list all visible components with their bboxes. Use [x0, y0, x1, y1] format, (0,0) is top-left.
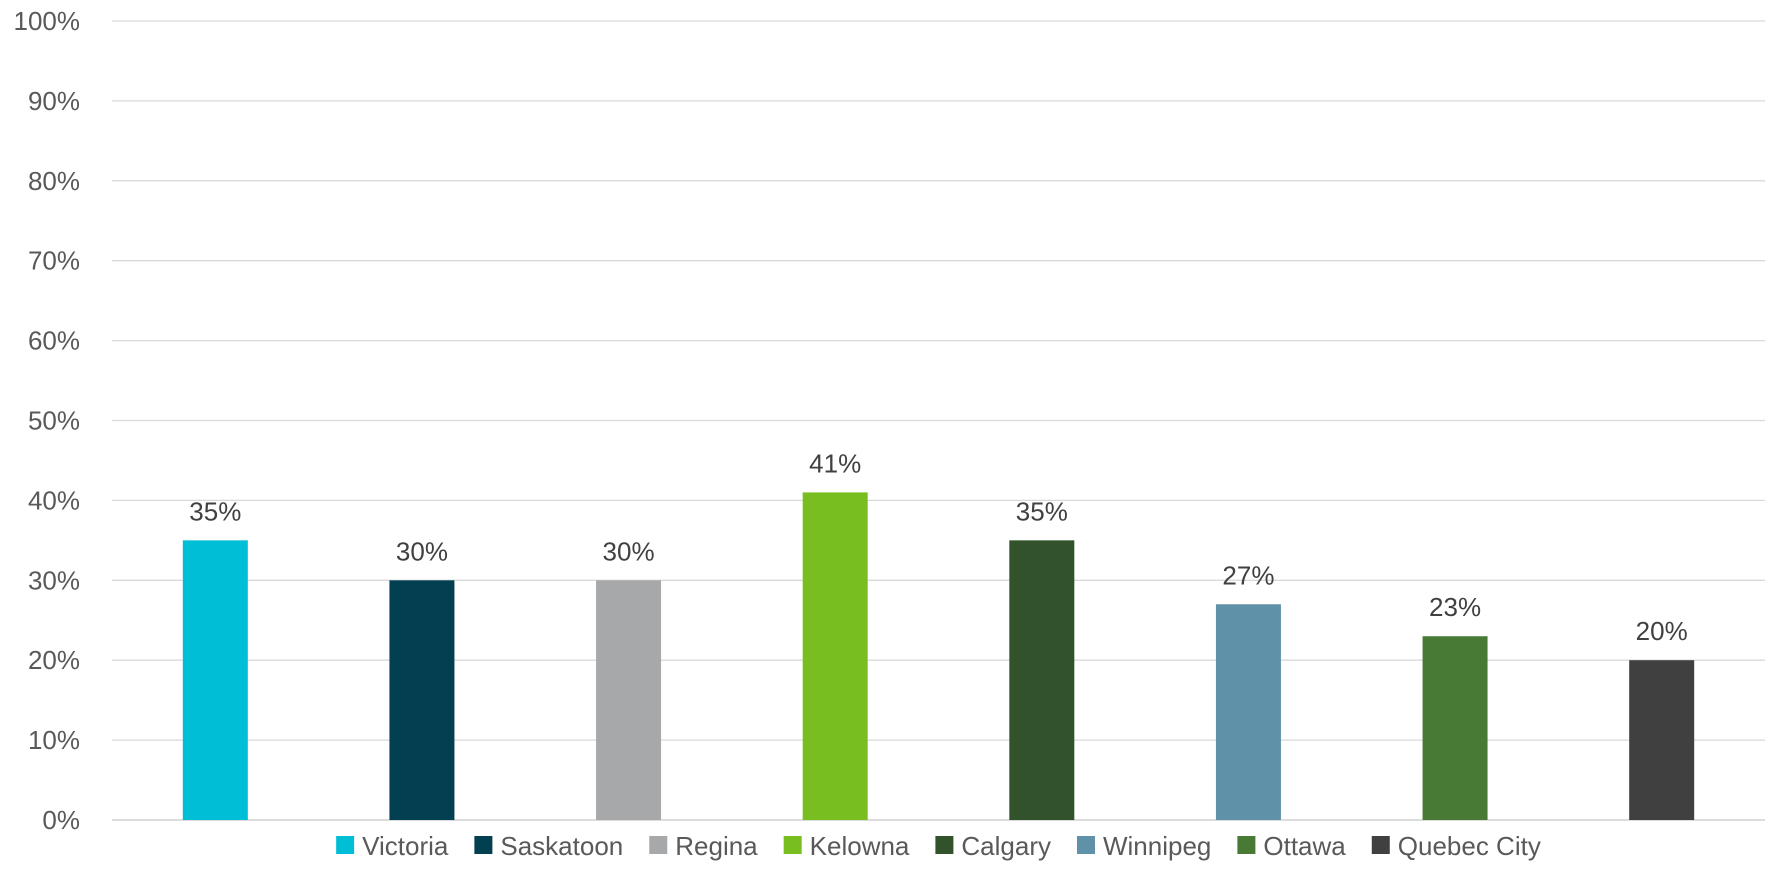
legend-item: Winnipeg [1076, 831, 1211, 861]
y-tick-label: 10% [28, 725, 80, 755]
bar-regina [596, 580, 662, 820]
legend-swatch [474, 836, 493, 854]
data-label: 35% [189, 496, 241, 526]
legend-label: Saskatoon [500, 831, 623, 861]
legend-swatch [1237, 836, 1256, 854]
y-tick-label: 40% [28, 485, 80, 515]
data-label: 30% [396, 536, 448, 566]
legend-swatch [336, 836, 355, 854]
data-label: 23% [1429, 592, 1481, 622]
gridlines [112, 20, 1765, 821]
legend-swatch [649, 836, 668, 854]
data-label: 35% [1016, 496, 1068, 526]
y-tick-label: 50% [28, 406, 80, 436]
bar-winnipeg [1215, 604, 1281, 820]
data-label: 41% [809, 448, 861, 478]
legend-label: Calgary [961, 831, 1051, 861]
bars [182, 492, 1695, 820]
data-label: 27% [1222, 560, 1274, 590]
legend-item: Victoria [336, 831, 449, 861]
legend-label: Victoria [362, 831, 449, 861]
bar-ottawa [1422, 636, 1488, 820]
bar-quebec-city [1629, 660, 1695, 820]
legend-swatch [1076, 836, 1095, 854]
data-label: 20% [1636, 616, 1688, 646]
legend-item: Quebec City [1371, 831, 1541, 861]
y-tick-label: 80% [28, 166, 80, 196]
legend: Victoria Saskatoon Regina Kelowna Calgary Win… [336, 831, 1541, 861]
legend-item: Saskatoon [474, 831, 623, 861]
data-labels: 35% 30% 30% 41% 35% 27% 23% 20% [189, 448, 1687, 646]
data-label: 30% [603, 536, 655, 566]
y-tick-label: 70% [28, 246, 80, 276]
y-tick-label: 100% [14, 6, 81, 36]
y-axis-tick-labels: 0% 10% 20% 30% 40% 50% 60% 70% 80% 90% 100% [14, 6, 81, 835]
legend-label: Winnipeg [1103, 831, 1211, 861]
y-tick-label: 0% [42, 805, 80, 835]
y-tick-label: 20% [28, 645, 80, 675]
legend-item: Ottawa [1237, 831, 1346, 861]
legend-item: Calgary [935, 831, 1051, 861]
legend-label: Quebec City [1398, 831, 1541, 861]
bar-kelowna [802, 492, 868, 820]
bar-victoria [182, 540, 248, 820]
legend-item: Kelowna [783, 831, 910, 861]
legend-item: Regina [649, 831, 758, 861]
legend-swatch [1371, 836, 1390, 854]
y-tick-label: 30% [28, 565, 80, 595]
legend-label: Regina [675, 831, 758, 861]
legend-label: Ottawa [1263, 831, 1346, 861]
y-tick-label: 90% [28, 86, 80, 116]
legend-label: Kelowna [810, 831, 910, 861]
bar-calgary [1009, 540, 1075, 820]
legend-swatch [935, 836, 954, 854]
legend-swatch [783, 836, 802, 854]
bar-saskatoon [389, 580, 455, 820]
y-tick-label: 60% [28, 326, 80, 356]
